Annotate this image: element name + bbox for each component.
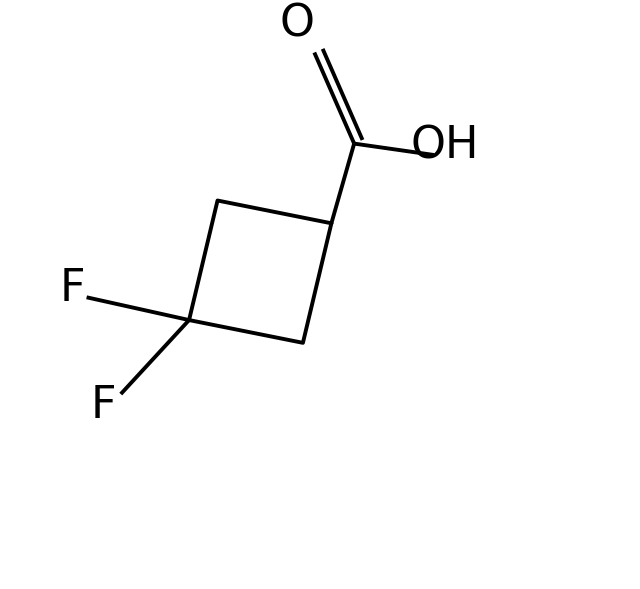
Text: F: F — [60, 267, 85, 310]
Text: O: O — [280, 2, 315, 45]
Text: OH: OH — [411, 125, 479, 168]
Text: F: F — [91, 384, 116, 427]
